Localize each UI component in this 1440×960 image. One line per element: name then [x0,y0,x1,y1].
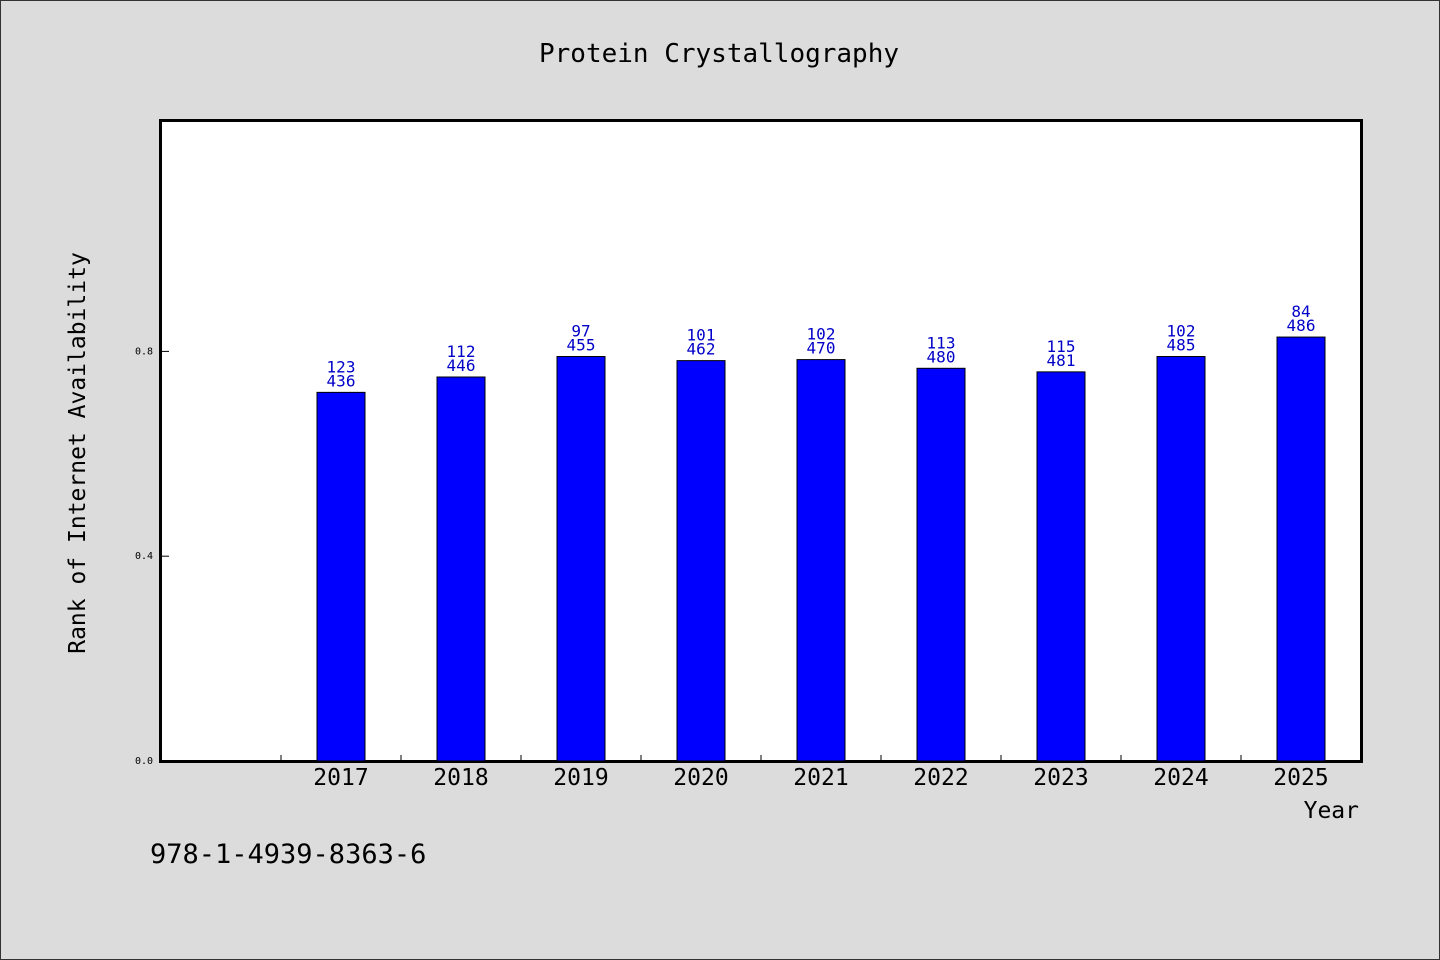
data-label-bottom: 481 [1047,351,1076,370]
y-tick-label: 0.0 [135,756,153,767]
data-label-top: 101 [687,326,716,345]
x-tick-label: 2023 [1033,765,1088,791]
bar-2022 [916,367,966,762]
data-label-bottom: 455 [567,336,596,355]
y-tick-label: 0.4 [135,551,153,562]
data-label-bottom: 436 [327,371,356,390]
x-tick-label: 2020 [673,765,728,791]
data-label-top: 112 [447,342,476,361]
x-tick-label: 2022 [913,765,968,791]
x-tick-label: 2019 [553,765,608,791]
bar-2021 [796,359,846,762]
chart-title: Protein Crystallography [539,39,899,69]
bar-2019 [556,356,606,762]
x-axis: 2017 2018 2019 2020 2021 2022 2023 2024 2025 [280,755,1329,791]
data-label-top: 115 [1047,337,1076,356]
x-axis-label: Year [1304,798,1359,824]
data-label-bottom: 480 [927,347,956,366]
bar-2024 [1156,356,1206,762]
bar-2018 [436,376,486,762]
x-tick-label: 2025 [1273,765,1328,791]
data-label-top: 102 [1167,322,1196,341]
bar-series [316,336,1326,762]
isbn-text: 978-1-4939-8363-6 [150,839,426,870]
data-label-top: 97 [571,322,590,341]
data-label-top: 113 [927,333,956,352]
bar-2017 [316,391,366,762]
y-tick-label: 0.8 [135,346,153,357]
x-tick-label: 2018 [433,765,488,791]
bar-2023 [1036,371,1086,762]
x-tick-label: 2017 [313,765,368,791]
data-label-top: 123 [327,357,356,376]
x-tick-label: 2024 [1153,765,1208,791]
y-axis-label: Rank of Internet Availability [65,252,91,654]
y-axis: 0.0 0.4 0.8 [135,346,169,767]
data-label-top: 84 [1291,302,1310,321]
x-tick-label: 2021 [793,765,848,791]
data-label-bottom: 446 [447,356,476,375]
bar-2020 [676,360,726,762]
data-label-bottom: 486 [1287,316,1316,335]
data-label-bottom: 462 [687,340,716,359]
data-label-bottom: 470 [807,339,836,358]
bar-2025 [1276,336,1326,762]
data-label-bottom: 485 [1167,336,1196,355]
data-label-top: 102 [807,325,836,344]
